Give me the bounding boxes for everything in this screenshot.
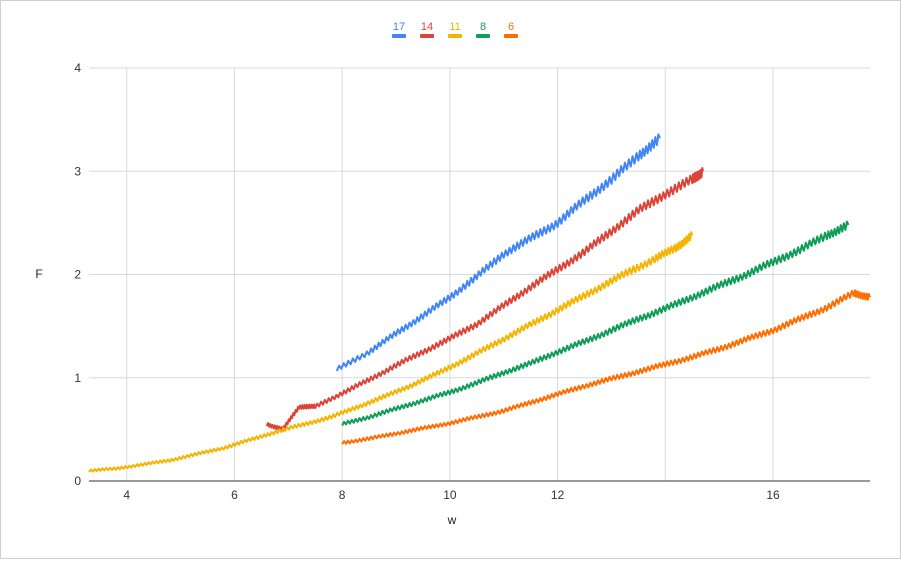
- series-line-17: [335, 133, 661, 372]
- y-tick-label: 4: [74, 61, 81, 75]
- legend-label: 8: [480, 21, 486, 33]
- legend-swatch: [448, 34, 462, 38]
- x-tick-label: 6: [231, 488, 238, 502]
- series-layer: [88, 133, 871, 473]
- legend-label: 6: [508, 21, 514, 33]
- x-tick-label: 4: [123, 488, 130, 502]
- y-axis-label: F: [35, 267, 42, 281]
- x-tick-label: 12: [551, 488, 565, 502]
- series-line-8: [341, 220, 850, 426]
- legend-label: 17: [393, 21, 405, 33]
- series-line-11: [88, 231, 694, 473]
- x-tick-label: 8: [339, 488, 346, 502]
- x-axis-label: w: [447, 513, 457, 527]
- legend-swatch: [504, 34, 518, 38]
- series-line-14: [265, 167, 704, 432]
- legend: 17 14 11 8 6: [392, 21, 518, 38]
- y-tick-label: 0: [74, 474, 81, 488]
- legend-swatch: [392, 34, 406, 38]
- legend-swatch: [476, 34, 490, 38]
- legend-swatch: [420, 34, 434, 38]
- y-tick-label: 1: [74, 371, 81, 385]
- y-tick-label: 2: [74, 268, 81, 282]
- x-tick-label: 16: [766, 488, 780, 502]
- legend-label: 11: [449, 21, 460, 33]
- legend-label: 14: [421, 21, 433, 33]
- y-tick-label: 3: [74, 164, 81, 178]
- x-tick-label: 10: [443, 488, 457, 502]
- series-line-6: [341, 289, 871, 445]
